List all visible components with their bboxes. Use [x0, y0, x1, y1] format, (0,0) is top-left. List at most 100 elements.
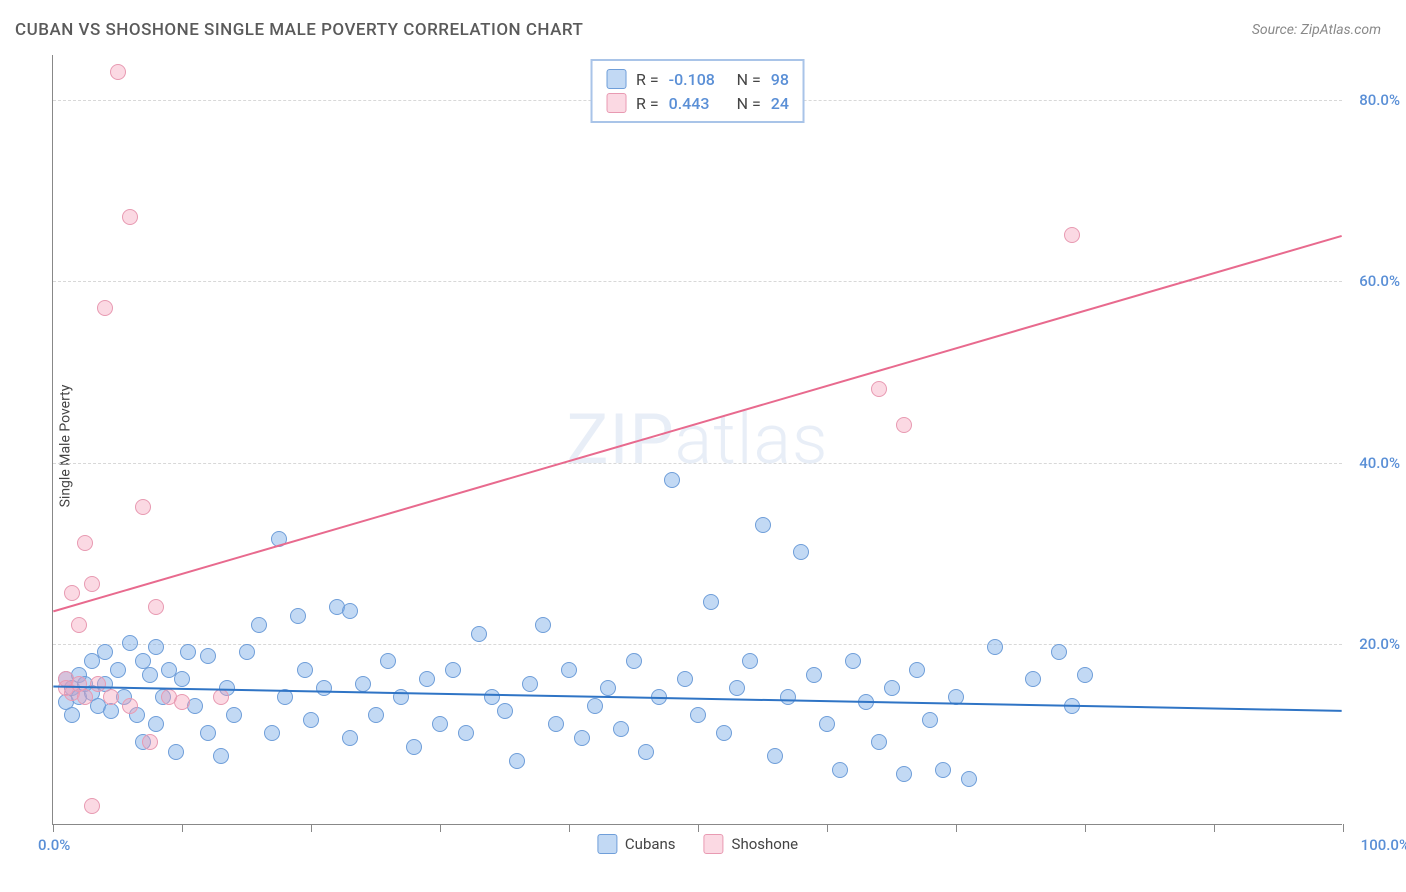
correlation-legend: R =-0.108N =98R =0.443N =24	[590, 59, 805, 123]
data-point	[716, 725, 732, 741]
data-point	[677, 671, 693, 687]
data-point	[148, 599, 164, 615]
data-point	[406, 739, 422, 755]
data-point	[896, 766, 912, 782]
y-tick-label: 60.0%	[1359, 272, 1400, 290]
data-point	[858, 694, 874, 710]
legend-swatch	[704, 834, 724, 854]
r-label: R =	[636, 70, 659, 89]
data-point	[200, 648, 216, 664]
data-point	[613, 721, 629, 737]
x-tick	[698, 824, 699, 832]
data-point	[1025, 671, 1041, 687]
data-point	[277, 689, 293, 705]
data-point	[419, 671, 435, 687]
correlation-row: R =-0.108N =98	[606, 67, 789, 91]
x-tick	[440, 824, 441, 832]
data-point	[742, 653, 758, 669]
y-tick-label: 80.0%	[1359, 91, 1400, 109]
data-point	[148, 716, 164, 732]
data-point	[729, 680, 745, 696]
y-tick-label: 20.0%	[1359, 635, 1400, 653]
y-tick-label: 40.0%	[1359, 454, 1400, 472]
data-point	[142, 734, 158, 750]
data-point	[755, 517, 771, 533]
legend-label: Cubans	[625, 835, 676, 853]
x-tick	[53, 824, 54, 832]
data-point	[174, 671, 190, 687]
data-point	[806, 667, 822, 683]
data-point	[638, 744, 654, 760]
data-point	[1051, 644, 1067, 660]
data-point	[226, 707, 242, 723]
data-point	[342, 603, 358, 619]
legend-label: Shoshone	[732, 835, 799, 853]
data-point	[587, 698, 603, 714]
data-point	[213, 689, 229, 705]
legend-item: Cubans	[597, 834, 676, 854]
data-point	[180, 644, 196, 660]
data-point	[690, 707, 706, 723]
correlation-row: R =0.443N =24	[606, 91, 789, 115]
r-value: -0.108	[669, 70, 727, 89]
chart-title: CUBAN VS SHOSHONE SINGLE MALE POVERTY CO…	[15, 20, 583, 40]
watermark: ZIPatlas	[567, 399, 829, 481]
data-point	[819, 716, 835, 732]
data-point	[961, 771, 977, 787]
data-point	[884, 680, 900, 696]
grid-line	[53, 463, 1342, 464]
correlation-chart: CUBAN VS SHOSHONE SINGLE MALE POVERTY CO…	[0, 0, 1406, 892]
n-value: 98	[771, 70, 789, 89]
data-point	[458, 725, 474, 741]
x-tick	[569, 824, 570, 832]
x-tick	[1214, 824, 1215, 832]
data-point	[909, 662, 925, 678]
legend-swatch	[606, 93, 626, 113]
data-point	[509, 753, 525, 769]
data-point	[97, 300, 113, 316]
data-point	[651, 689, 667, 705]
data-point	[832, 762, 848, 778]
data-point	[271, 531, 287, 547]
data-point	[497, 703, 513, 719]
data-point	[445, 662, 461, 678]
data-point	[922, 712, 938, 728]
data-point	[522, 676, 538, 692]
r-value: 0.443	[669, 94, 727, 113]
data-point	[871, 734, 887, 750]
data-point	[987, 639, 1003, 655]
data-point	[84, 576, 100, 592]
data-point	[1064, 698, 1080, 714]
x-tick	[1343, 824, 1344, 832]
data-point	[703, 594, 719, 610]
data-point	[561, 662, 577, 678]
x-axis-max-label: 100.0%	[1361, 836, 1406, 854]
data-point	[380, 653, 396, 669]
data-point	[484, 689, 500, 705]
data-point	[471, 626, 487, 642]
data-point	[548, 716, 564, 732]
data-point	[767, 748, 783, 764]
data-point	[664, 472, 680, 488]
data-point	[122, 209, 138, 225]
data-point	[574, 730, 590, 746]
data-point	[342, 730, 358, 746]
data-point	[297, 662, 313, 678]
data-point	[355, 676, 371, 692]
data-point	[535, 617, 551, 633]
data-point	[122, 698, 138, 714]
data-point	[948, 689, 964, 705]
data-point	[896, 417, 912, 433]
x-axis-min-label: 0.0%	[38, 836, 70, 854]
n-label: N =	[737, 94, 761, 113]
data-point	[793, 544, 809, 560]
data-point	[239, 644, 255, 660]
r-label: R =	[636, 94, 659, 113]
data-point	[432, 716, 448, 732]
data-point	[393, 689, 409, 705]
data-point	[71, 617, 87, 633]
series-legend: Cubans Shoshone	[597, 834, 798, 854]
data-point	[251, 617, 267, 633]
legend-swatch	[606, 69, 626, 89]
data-point	[264, 725, 280, 741]
